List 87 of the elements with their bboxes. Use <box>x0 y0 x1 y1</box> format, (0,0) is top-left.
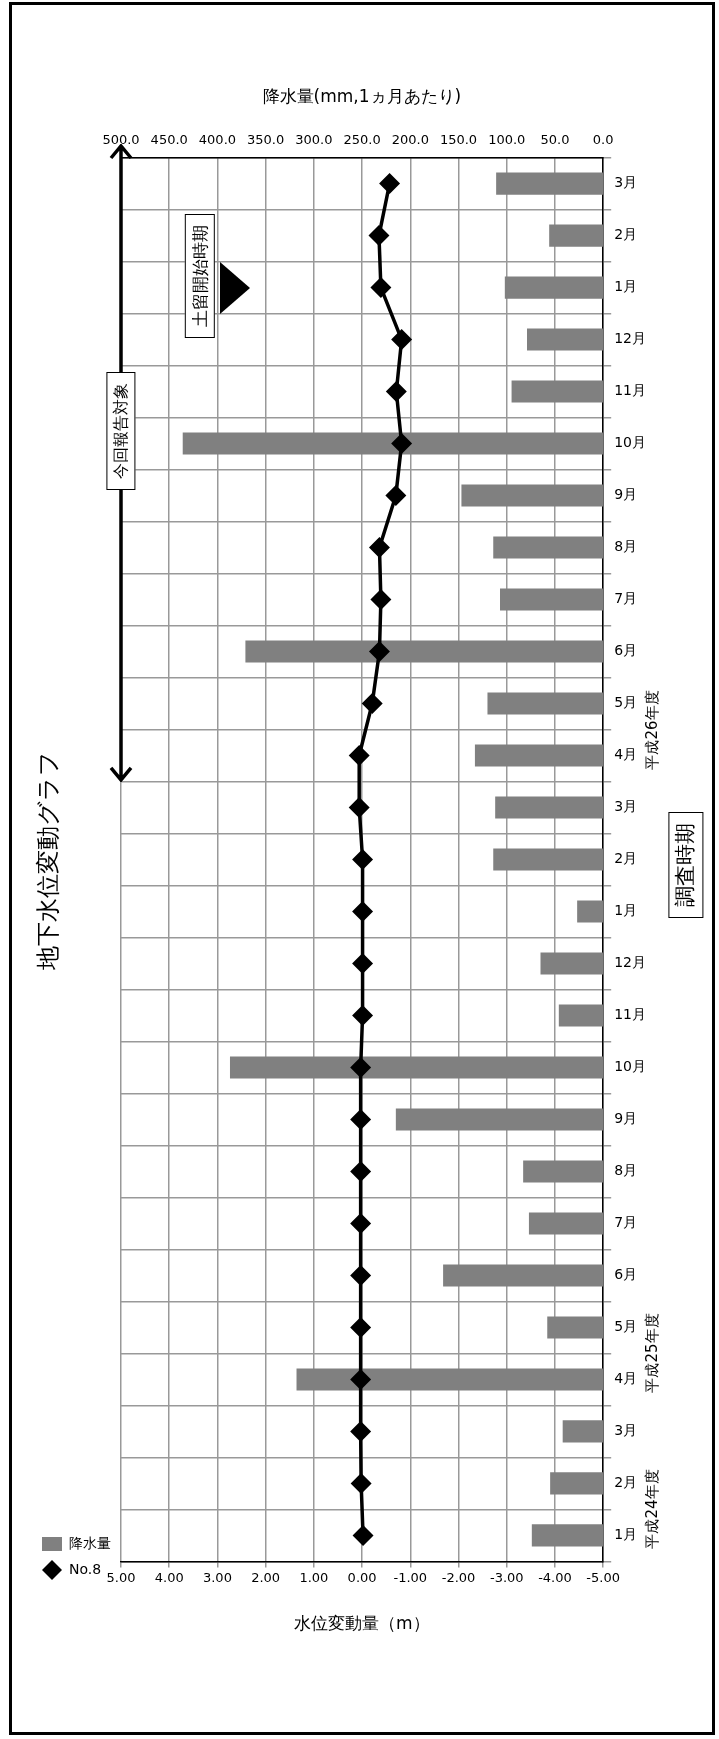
y-tick-label: 1月 <box>614 1526 638 1543</box>
point <box>386 485 406 506</box>
point <box>371 589 391 610</box>
y-tick-label: 7月 <box>614 590 638 607</box>
y-tick-label: 3月 <box>614 798 638 815</box>
y-tick-label: 10月 <box>614 1058 647 1075</box>
x2-tick-label: 0.0 <box>592 132 614 148</box>
y-tick-label: 2月 <box>614 850 638 867</box>
y-tick-label: 11月 <box>614 382 647 399</box>
x-axis-title: 水位変動量（m） <box>294 1613 430 1634</box>
point <box>369 225 389 246</box>
x-tick-label: -5.00 <box>586 1569 621 1585</box>
point <box>351 1473 371 1494</box>
point <box>350 1109 371 1130</box>
y-tick-label: 3月 <box>614 1422 638 1439</box>
y-tick-label: 2月 <box>614 226 638 243</box>
x-tick-label: 2.00 <box>251 1569 281 1585</box>
x-tick-label: 4.00 <box>154 1569 184 1585</box>
x2-tick-label: 350.0 <box>247 132 285 148</box>
x-tick-label: 5.00 <box>106 1569 136 1585</box>
point <box>350 1369 371 1390</box>
y-tick-label: 5月 <box>614 694 638 711</box>
y-tick-label: 9月 <box>614 1110 638 1127</box>
point <box>350 1057 371 1078</box>
y-tick-label: 7月 <box>614 1214 638 1231</box>
x-tick-label: 3.00 <box>202 1569 232 1585</box>
x2-tick-label: 200.0 <box>391 132 429 148</box>
x2-tick-label: 300.0 <box>295 132 333 148</box>
y-tick-label: 3月 <box>614 174 638 191</box>
x2-tick-label: 250.0 <box>343 132 381 148</box>
y-tick-label: 12月 <box>614 954 647 971</box>
y-tick-label: 2月 <box>614 1474 638 1491</box>
y-tick-label: 5月 <box>614 1318 638 1335</box>
y-tick-label: 6月 <box>614 1266 638 1283</box>
x2-tick-label: 400.0 <box>198 132 237 148</box>
text: 平成24年度 <box>643 1469 661 1549</box>
point <box>350 1213 371 1234</box>
point <box>386 381 407 402</box>
point <box>350 1317 371 1338</box>
x2-axis-title: 降水量(mm,1ヵ月あたり) <box>262 85 462 106</box>
x-tick-label: 0.00 <box>347 1569 377 1585</box>
x-tick-label: -1.00 <box>393 1569 428 1585</box>
point <box>352 953 373 974</box>
x2-tick-label: 500.0 <box>102 132 140 148</box>
x-tick-label: 1.00 <box>299 1569 329 1585</box>
point <box>353 1525 373 1546</box>
x-tick-label: -3.00 <box>489 1569 524 1585</box>
y-tick-label: 11月 <box>614 1006 647 1023</box>
point <box>352 849 373 870</box>
point <box>349 797 369 818</box>
text: 地下水位変動グラフ <box>33 750 63 969</box>
y-tick-label: 8月 <box>614 538 638 555</box>
y-tick-label: 6月 <box>614 642 638 659</box>
point <box>362 693 382 714</box>
point <box>371 277 391 298</box>
point <box>352 1005 373 1026</box>
y-tick-label: 4月 <box>614 746 638 763</box>
x2-tick-label: 50.0 <box>540 132 570 148</box>
text: 平成25年度 <box>643 1313 661 1393</box>
point <box>369 537 390 558</box>
y-tick-label: 1月 <box>614 902 638 919</box>
y-tick-label: 1月 <box>614 278 638 295</box>
x2-tick-label: 150.0 <box>439 132 478 148</box>
y-tick-label: 9月 <box>614 486 638 503</box>
point <box>391 433 412 454</box>
point <box>350 1161 371 1182</box>
point <box>350 1421 371 1442</box>
y-axis-title: 調査時期 <box>668 812 704 918</box>
point <box>391 329 412 350</box>
legend-label: 降水量 <box>69 1534 111 1551</box>
y-tick-label: 10月 <box>614 434 647 451</box>
annotation: 今回報告対象 <box>106 371 136 490</box>
point <box>349 745 369 766</box>
y-tick-label: 8月 <box>614 1162 638 1179</box>
text: 平成26年度 <box>643 689 661 770</box>
x2-tick-label: 450.0 <box>150 132 188 148</box>
legend-label: No.8 <box>69 1560 102 1577</box>
point <box>369 641 390 662</box>
x-tick-label: -4.00 <box>538 1569 572 1585</box>
point <box>352 901 373 922</box>
y-tick-label: 4月 <box>614 1370 638 1387</box>
point <box>379 173 400 194</box>
x2-tick-label: 100.0 <box>488 132 526 148</box>
point <box>350 1265 371 1286</box>
annotation: 土留開始時期 <box>184 213 216 338</box>
x-tick-label: -2.00 <box>441 1569 476 1585</box>
y-tick-label: 12月 <box>614 330 647 347</box>
